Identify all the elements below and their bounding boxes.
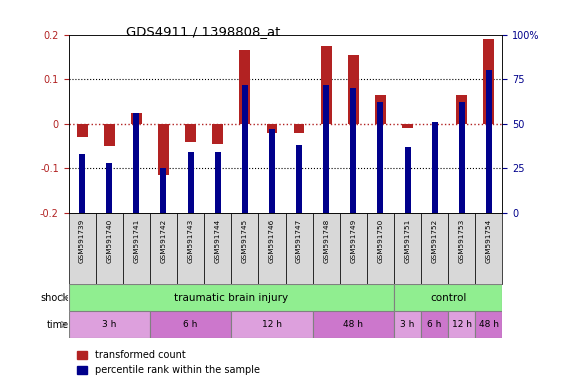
Bar [185,124,196,142]
Bar [313,311,394,338]
Text: GSM591747: GSM591747 [296,219,302,263]
Bar [286,213,313,285]
Bar [267,124,278,133]
Text: GSM591739: GSM591739 [79,219,85,263]
Text: GSM591746: GSM591746 [269,219,275,263]
Text: 12 h: 12 h [262,320,282,329]
Text: GSM591750: GSM591750 [377,219,384,263]
Bar [375,95,386,124]
Text: GDS4911 / 1398808_at: GDS4911 / 1398808_at [126,25,280,38]
Bar [475,311,502,338]
Bar [432,122,437,213]
Text: 6 h: 6 h [428,320,442,329]
Text: GSM591754: GSM591754 [486,219,492,263]
Text: GSM591742: GSM591742 [160,219,167,263]
Bar [377,103,383,213]
Bar [296,145,302,213]
Bar [486,70,492,213]
Bar [239,50,250,124]
Text: time: time [47,319,69,329]
Bar [340,213,367,285]
Bar [367,213,394,285]
Bar [158,124,169,175]
Text: shock: shock [41,293,69,303]
Text: GSM591752: GSM591752 [432,219,438,263]
Bar [104,124,115,146]
Bar [351,88,356,213]
Bar [448,213,476,285]
Text: 3 h: 3 h [400,320,415,329]
Bar [77,124,87,137]
Bar [293,124,304,133]
Bar [323,84,329,213]
Bar [215,152,220,213]
Bar [421,311,448,338]
Bar [258,213,286,285]
Bar [177,213,204,285]
Text: GSM591749: GSM591749 [350,219,356,263]
Text: 48 h: 48 h [343,320,363,329]
Bar [242,84,248,213]
Bar [150,213,177,285]
Text: GSM591740: GSM591740 [106,219,112,263]
Bar [69,285,394,311]
Bar [106,163,112,213]
Text: GSM591741: GSM591741 [133,219,139,263]
Bar [348,55,359,124]
Bar [321,46,332,124]
Bar [231,213,258,285]
Text: 12 h: 12 h [452,320,472,329]
Bar [484,39,494,124]
Text: 3 h: 3 h [102,320,116,329]
Text: GSM591751: GSM591751 [404,219,411,263]
Bar [394,285,502,311]
Bar [69,213,96,285]
Text: GSM591745: GSM591745 [242,219,248,263]
Bar [131,113,142,124]
Text: GSM591743: GSM591743 [187,219,194,263]
Text: GSM591753: GSM591753 [459,219,465,263]
Bar [212,124,223,144]
Bar [134,113,139,213]
Bar [394,213,421,285]
Bar [456,95,467,124]
Bar [188,152,194,213]
Bar [204,213,231,285]
Text: GSM591748: GSM591748 [323,219,329,263]
Bar [96,213,123,285]
Bar [313,213,340,285]
Bar [475,213,502,285]
Bar [123,213,150,285]
Text: 6 h: 6 h [183,320,198,329]
Bar [79,154,85,213]
Bar [405,147,411,213]
Bar [394,311,421,338]
Bar [269,129,275,213]
Bar [160,169,166,213]
Text: GSM591744: GSM591744 [215,219,221,263]
Bar [150,311,231,338]
Bar [421,213,448,285]
Text: 48 h: 48 h [479,320,499,329]
Text: traumatic brain injury: traumatic brain injury [174,293,288,303]
Text: control: control [430,293,467,303]
Bar [459,103,465,213]
Bar [402,124,413,128]
Legend: transformed count, percentile rank within the sample: transformed count, percentile rank withi… [74,346,264,379]
Bar [231,311,313,338]
Bar [448,311,476,338]
Bar [69,311,150,338]
